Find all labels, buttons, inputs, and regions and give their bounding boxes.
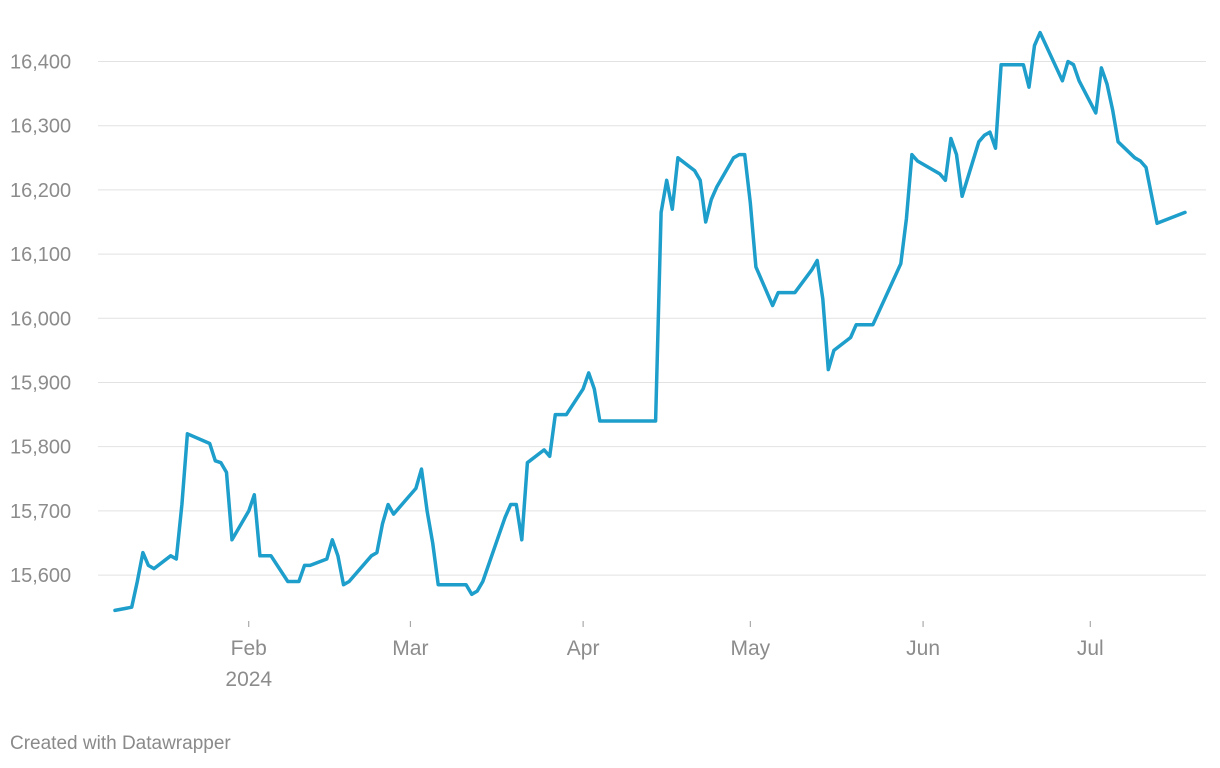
y-tick-label: 16,400 <box>10 52 71 74</box>
y-axis-labels: 15,600 15,700 15,800 15,900 16,000 16,100 16,2… <box>10 52 71 588</box>
x-tick-label: Jun <box>906 637 940 660</box>
y-tick-label: 16,100 <box>10 244 71 266</box>
x-tick-label: Jul <box>1077 637 1104 660</box>
x-tick-label: Apr <box>567 637 600 660</box>
y-tick-label: 16,300 <box>10 116 71 138</box>
y-tick-label: 16,200 <box>10 180 71 202</box>
y-tick-label: 16,000 <box>10 308 71 330</box>
y-tick-label: 15,900 <box>10 372 71 394</box>
x-tick-label: Mar <box>392 637 428 660</box>
y-tick-label: 15,800 <box>10 437 71 459</box>
series-line <box>113 30 1187 613</box>
x-axis: Feb 2024 Mar Apr May Jun Jul <box>225 621 1104 691</box>
y-tick-label: 15,600 <box>10 565 71 587</box>
line-chart: 15,600 15,700 15,800 15,900 16,000 16,100 16,2… <box>10 30 1206 691</box>
x-tick-label: May <box>730 637 770 660</box>
y-tick-label: 15,700 <box>10 501 71 523</box>
credit-text[interactable]: Created with Datawrapper <box>10 733 231 754</box>
x-tick-sublabel: 2024 <box>225 668 272 691</box>
gridlines <box>98 61 1206 576</box>
x-tick-label: Feb <box>231 637 267 660</box>
series-layer <box>113 30 1187 613</box>
